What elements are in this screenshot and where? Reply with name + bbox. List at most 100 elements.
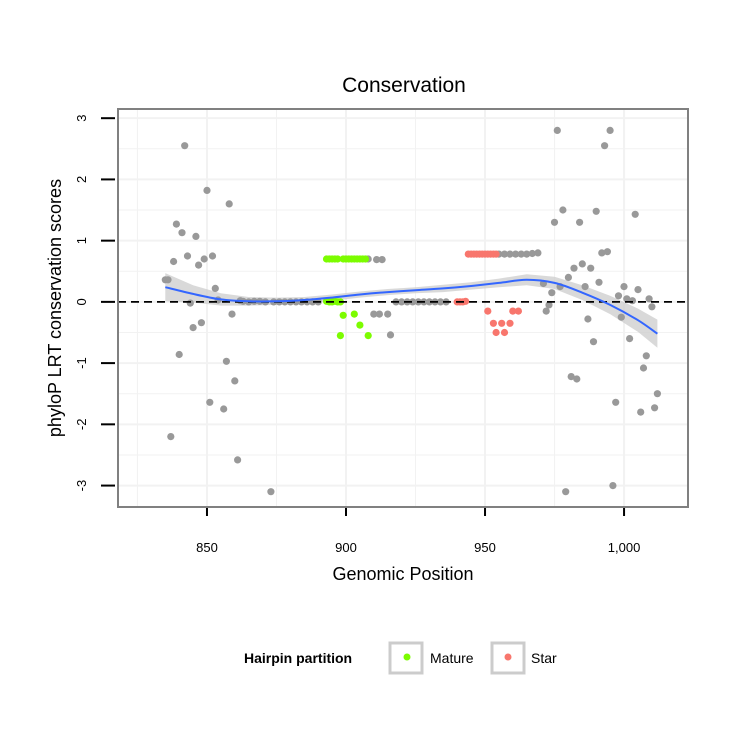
data-point-unpartitioned [225,200,233,208]
data-point-unpartitioned [231,377,239,385]
x-tick-label: 900 [335,540,357,555]
data-point-unpartitioned [567,373,575,381]
data-point-unpartitioned [178,229,186,237]
data-point-unpartitioned [631,210,639,218]
data-point-unpartitioned [639,364,648,372]
data-point-unpartitioned [623,295,631,303]
y-tick-label: 1 [74,237,89,244]
data-point-unpartitioned [614,292,623,300]
y-tick-label: 0 [74,298,89,305]
legend-key-mature-box [388,641,424,675]
data-point-unpartitioned [511,250,520,258]
data-point-star [509,307,517,315]
data-point-unpartitioned [425,298,433,306]
data-point-unpartitioned [172,220,180,228]
x-tick-label: 1,000 [608,540,641,555]
data-point-unpartitioned [528,249,536,258]
data-point-star [514,307,523,315]
data-point-star [492,250,500,258]
data-point-mature [339,311,347,319]
data-point-unpartitioned [170,257,178,266]
data-point-unpartitioned [517,250,525,258]
plot-panel [117,108,689,508]
data-point-unpartitioned [628,297,637,305]
data-point-unpartitioned [548,289,556,297]
data-point-unpartitioned [398,298,406,306]
data-point-unpartitioned [562,488,570,496]
data-point-unpartitioned [203,186,211,194]
data-point-unpartitioned [612,398,620,406]
data-point-unpartitioned [192,232,200,240]
data-point-unpartitioned [186,299,194,307]
data-point-unpartitioned [645,295,653,303]
data-point-unpartitioned [642,352,650,360]
data-point-mature [334,255,342,263]
data-point-unpartitioned [601,142,609,150]
data-point-unpartitioned [626,335,634,343]
data-point-unpartitioned [208,252,217,260]
data-point-unpartitioned [386,331,395,339]
confidence-band-area [165,273,658,348]
data-point-unpartitioned [637,408,645,416]
data-point-unpartitioned [634,286,642,294]
legend-key-star-dot [504,653,512,661]
data-point-unpartitioned [375,310,383,318]
data-point-unpartitioned [222,357,230,365]
data-point-unpartitioned [592,207,600,215]
data-point-unpartitioned [564,273,573,281]
data-point-unpartitioned [584,315,592,323]
legend-label-mature: Mature [430,650,474,666]
data-point-unpartitioned [559,206,567,214]
data-point-unpartitioned [197,319,205,327]
legend-label-star: Star [531,650,557,666]
data-point-unpartitioned [651,404,659,412]
data-point-unpartitioned [620,283,628,291]
data-point-mature [356,321,364,329]
data-point-mature [350,310,358,318]
y-tick-label: -1 [74,357,89,369]
data-point-unpartitioned [164,276,172,284]
data-point-unpartitioned [211,284,219,292]
data-point-unpartitioned [578,260,586,268]
panel-background [118,109,688,507]
data-point-unpartitioned [553,126,561,134]
data-point-unpartitioned [183,252,192,260]
data-point-unpartitioned [573,375,581,383]
data-points [161,126,662,496]
data-point-unpartitioned [500,250,509,258]
data-point-unpartitioned [542,307,550,315]
legend: Hairpin partition Mature Star [244,641,557,675]
x-tick-label: 950 [474,540,496,555]
data-point-unpartitioned [617,313,625,321]
x-axis: 850 900 950 1,000 [196,508,640,555]
data-point-unpartitioned [200,255,208,263]
data-point-unpartitioned [373,256,381,264]
y-tick-label: 2 [74,176,89,183]
data-point-unpartitioned [534,249,542,257]
y-axis: -3 -2 -1 0 1 2 3 [74,115,115,491]
data-point-star [506,319,514,327]
y-axis-title: phyloP LRT conservation scores [45,179,65,437]
data-point-unpartitioned [609,482,617,490]
data-point-star [489,319,497,327]
smooth-trend-curve [165,278,658,335]
data-point-unpartitioned [576,218,584,226]
data-point-unpartitioned [189,324,197,332]
data-point-unpartitioned [167,433,175,441]
data-point-unpartitioned [595,278,603,286]
data-point-unpartitioned [587,264,595,272]
data-point-mature [336,332,344,340]
data-point-unpartitioned [570,264,578,272]
data-point-unpartitioned [175,350,183,359]
data-point-mature [361,255,370,263]
data-point-unpartitioned [436,298,445,306]
y-tick-label: -2 [74,419,89,431]
data-point-unpartitioned [653,390,662,398]
x-tick-label: 850 [196,540,218,555]
data-point-star [500,328,509,337]
data-point-unpartitioned [603,248,612,256]
data-point-unpartitioned [228,310,236,318]
smooth-trend-line [165,278,658,335]
data-point-unpartitioned [234,456,242,464]
